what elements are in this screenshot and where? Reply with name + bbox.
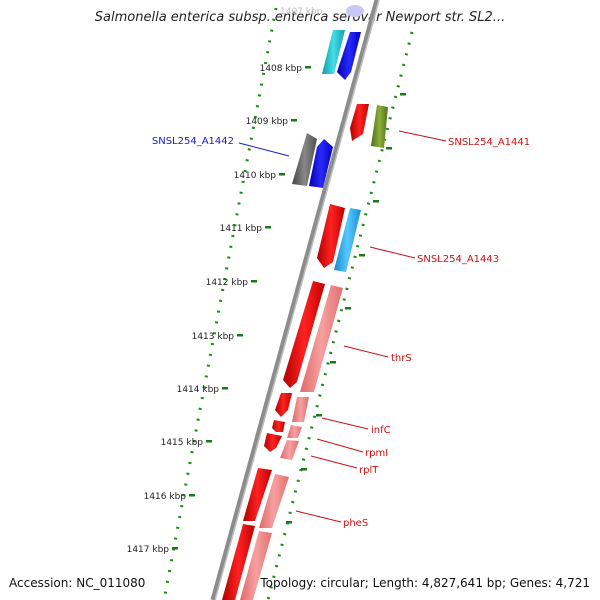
leader-line: [238, 142, 290, 157]
genome-summary-text: Topology: circular; Length: 4,827,641 bp…: [259, 576, 590, 590]
tick-label: 1411 kbp: [220, 224, 263, 234]
tick-mark: [279, 173, 285, 176]
tick-mark: [291, 119, 297, 122]
gene-feature: [264, 433, 282, 452]
gene-feature: [280, 440, 299, 460]
tick-label: 1414 kbp: [177, 385, 220, 395]
tick-label-partial: 1407 kbp: [280, 7, 323, 17]
gene-feature: [292, 397, 309, 422]
gene-feature: [309, 139, 333, 188]
leader-line: [321, 417, 369, 430]
tick-mark: [265, 226, 271, 229]
tick-mark: [206, 440, 212, 443]
tick-mark: [305, 66, 311, 69]
leader-line: [343, 345, 389, 358]
inner-dotted-guide: [162, 7, 278, 600]
gene-label-thrs[interactable]: thrS: [391, 353, 412, 364]
gene-feature: [350, 104, 369, 141]
outer-tick-mark: [359, 254, 365, 257]
tick-mark: [189, 494, 195, 497]
outer-tick-mark: [373, 200, 379, 203]
gene-feature: [300, 285, 343, 392]
gene-features: [222, 5, 388, 600]
gene-label-phes[interactable]: pheS: [343, 518, 368, 529]
leader-line: [398, 130, 447, 142]
tick-mark: [251, 280, 257, 283]
gene-label-infc[interactable]: infC: [371, 425, 391, 436]
tick-label: 1408 kbp: [260, 64, 303, 74]
outer-tick-mark: [386, 147, 392, 150]
gene-label-rplt[interactable]: rplT: [359, 465, 379, 476]
gene-feature-faded: [346, 5, 364, 17]
gene-labels: SNSL254_A1442 SNSL254_A1441 SNSL254_A144…: [152, 136, 530, 529]
genome-backbone-highlight: [214, 0, 380, 600]
genome-backbone: [210, 0, 380, 600]
outer-tick-mark: [316, 414, 322, 417]
outer-tick-mark: [330, 361, 336, 364]
outer-tick-mark: [345, 307, 351, 310]
tick-label: 1415 kbp: [161, 438, 204, 448]
gene-label-rpmi[interactable]: rpmI: [365, 448, 388, 459]
leader-line: [310, 455, 358, 469]
tick-label: 1412 kbp: [206, 278, 249, 288]
gene-feature: [292, 133, 317, 186]
tick-label: 1409 kbp: [246, 117, 289, 127]
gene-feature: [259, 474, 289, 528]
tick-mark: [222, 387, 228, 390]
label-leaders: [238, 130, 447, 523]
position-ticks: 1408 kbp 1409 kbp 1410 kbp 1411 kbp 1412…: [127, 64, 406, 555]
tick-label: 1410 kbp: [234, 171, 277, 181]
tick-mark: [237, 334, 243, 337]
gene-feature: [283, 281, 325, 388]
gene-feature: [337, 32, 361, 80]
accession-text: Accession: NC_011080: [9, 576, 145, 590]
gene-feature: [275, 393, 292, 417]
outer-tick-mark: [400, 93, 406, 96]
gene-label-sns254-a1443[interactable]: SNSL254_A1443: [417, 254, 499, 265]
gene-label-sns254-a1442[interactable]: SNSL254_A1442: [152, 136, 234, 147]
gene-feature: [272, 420, 285, 432]
leader-line: [295, 510, 342, 523]
outer-tick-mark: [301, 468, 307, 471]
leader-line: [369, 246, 416, 259]
tick-label: 1416 kbp: [144, 492, 187, 502]
map-title: Salmonella enterica subsp. enterica sero…: [95, 10, 505, 25]
tick-mark: [172, 547, 178, 550]
gene-feature: [222, 524, 255, 600]
tick-label: 1417 kbp: [127, 545, 170, 555]
gene-feature: [287, 425, 302, 438]
outer-tick-mark: [286, 521, 292, 524]
gene-feature: [243, 468, 272, 521]
leader-line: [316, 438, 364, 453]
gene-feature: [317, 204, 345, 268]
gene-feature: [322, 30, 345, 74]
gene-feature: [334, 208, 361, 272]
tick-label: 1413 kbp: [192, 332, 235, 342]
gene-feature: [240, 531, 272, 600]
gene-label-sns254-a1441[interactable]: SNSL254_A1441: [448, 137, 530, 148]
gene-feature: [371, 105, 388, 148]
